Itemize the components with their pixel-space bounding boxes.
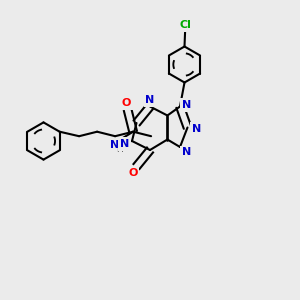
Text: N: N [192, 124, 201, 134]
Text: N: N [120, 139, 129, 149]
Text: N: N [146, 95, 154, 105]
Text: Cl: Cl [180, 20, 192, 31]
Text: N: N [182, 147, 191, 158]
Text: N: N [110, 140, 119, 150]
Text: O: O [128, 168, 138, 178]
Text: H: H [116, 145, 123, 154]
Text: O: O [122, 98, 131, 109]
Text: N: N [182, 100, 191, 110]
